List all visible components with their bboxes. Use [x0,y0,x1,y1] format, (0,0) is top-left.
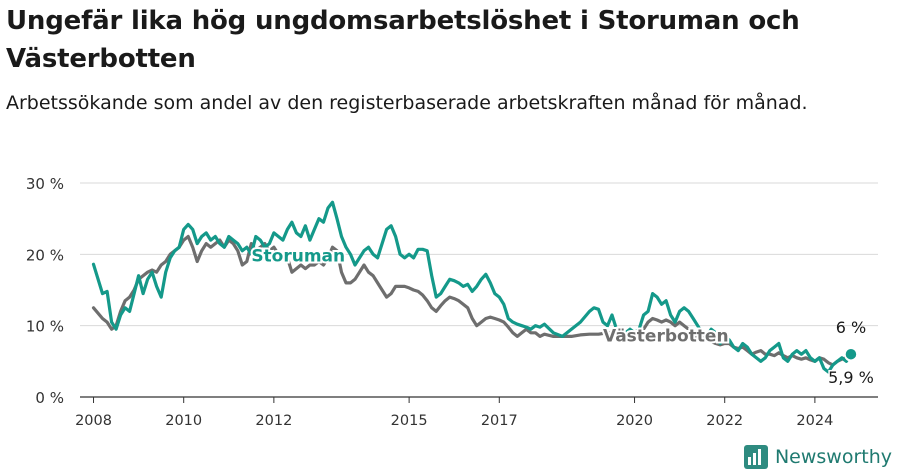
y-tick-label: 10 % [26,318,64,336]
x-tick-label: 2020 [616,413,653,429]
x-tick-label: 2012 [255,413,292,429]
series-labels: Storuman Västerbotten 6 % 5,9 % [249,244,875,388]
end-marker-storuman [844,347,858,361]
series-line-storuman [91,200,853,374]
axes: 0 % 10 % 20 % 30 % 2008 2010 2012 2015 2017 2020 2… [26,175,878,429]
x-tick-label: 2015 [391,413,428,429]
chart-title: Ungefär lika hög ungdomsarbetslöshet i S… [6,6,800,74]
series-lines [91,200,853,374]
series-label-storuman: Storuman [251,246,345,266]
y-tick-label: 0 % [35,389,64,407]
x-tick-label: 2024 [796,413,833,429]
brand-name: Newsworthy [774,446,892,468]
x-tick-label: 2010 [165,413,202,429]
x-tick-label: 2022 [706,413,743,429]
brand-logo: Newsworthy [743,444,892,470]
newsworthy-logo-icon [743,445,768,469]
end-value-label-storuman: 6 % [836,318,866,337]
series-line-vasterbotten [91,234,853,367]
series-label-vasterbotten: Västerbotten [603,326,729,346]
x-tick-label: 2017 [481,413,518,429]
end-value-label-vasterbotten: 5,9 % [828,368,874,387]
y-tick-label: 30 % [26,175,64,193]
x-tick-label: 2008 [75,413,112,429]
y-tick-label: 20 % [26,246,64,264]
chart-subtitle: Arbetssökande som andel av den registerb… [6,92,808,114]
